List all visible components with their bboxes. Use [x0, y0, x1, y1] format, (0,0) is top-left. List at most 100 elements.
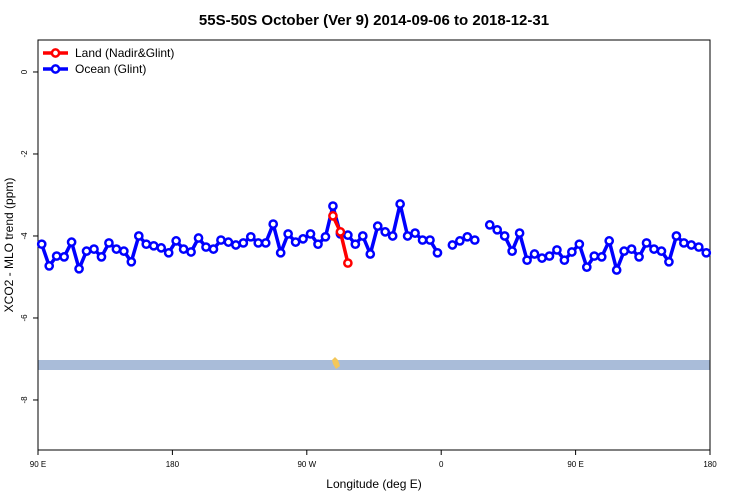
- data-point: [133, 231, 144, 241]
- legend-label: Ocean (Glint): [75, 62, 146, 76]
- x-tick-label: 90 E: [567, 460, 583, 469]
- data-point: [469, 235, 480, 245]
- data-point: [596, 252, 607, 262]
- y-axis-label: XCO2 - MLO trend (ppm): [2, 178, 16, 313]
- data-point: [320, 231, 331, 242]
- data-point: [395, 199, 405, 209]
- data-point: [567, 247, 577, 257]
- data-point: [305, 229, 316, 239]
- data-point: [245, 231, 256, 242]
- data-point: [581, 262, 592, 272]
- data-point: [201, 242, 211, 252]
- data-point: [619, 246, 629, 256]
- data-point: [313, 239, 323, 250]
- data-point: [425, 235, 435, 245]
- data-point: [81, 246, 92, 256]
- data-point: [537, 253, 547, 263]
- data-point: [701, 247, 712, 258]
- legend-label: Land (Nadir&Glint): [75, 46, 174, 60]
- data-point: [275, 247, 286, 258]
- data-point: [492, 224, 503, 235]
- data-point: [656, 246, 667, 256]
- y-tick-label: -4: [20, 232, 29, 240]
- data-point: [290, 237, 301, 247]
- data-point: [664, 256, 674, 267]
- data-point: [679, 238, 689, 248]
- data-point: [74, 263, 84, 274]
- data-point: [119, 246, 129, 256]
- data-point: [365, 249, 376, 259]
- y-tick-label: -6: [20, 314, 29, 322]
- chart-title: 55S-50S October (Ver 9) 2014-09-06 to 20…: [199, 12, 549, 29]
- data-point: [574, 239, 585, 250]
- data-point: [126, 256, 137, 267]
- data-point: [231, 240, 241, 250]
- data-point: [432, 247, 443, 258]
- data-point: [96, 252, 107, 262]
- data-point: [238, 238, 249, 248]
- data-point: [626, 244, 637, 254]
- data-point: [223, 237, 234, 247]
- x-tick-label: 0: [439, 460, 444, 469]
- data-point: [171, 236, 181, 246]
- data-point: [208, 244, 219, 254]
- data-point: [44, 261, 55, 271]
- data-point: [178, 244, 189, 254]
- data-point: [410, 228, 420, 238]
- data-point: [417, 235, 428, 245]
- data-point: [156, 243, 167, 253]
- data-point: [693, 242, 704, 252]
- data-point: [66, 237, 77, 247]
- data-point: [111, 244, 122, 254]
- data-point: [193, 233, 204, 243]
- data-point: [141, 239, 152, 250]
- data-point: [402, 231, 413, 241]
- data-point: [328, 211, 338, 221]
- y-tick-label: -2: [20, 150, 29, 158]
- data-point: [51, 251, 62, 261]
- x-tick-label: 180: [166, 460, 180, 469]
- data-point: [611, 265, 622, 275]
- data-point: [499, 231, 510, 241]
- data-point: [335, 227, 346, 237]
- data-point: [462, 231, 473, 242]
- surface-band: [38, 360, 710, 370]
- data-point: [148, 240, 159, 251]
- y-tick-label: -8: [20, 396, 29, 404]
- data-point: [343, 258, 353, 268]
- data-point: [634, 252, 644, 262]
- data-point: [671, 231, 682, 241]
- data-point: [589, 251, 600, 261]
- data-point: [357, 231, 368, 241]
- data-point: [163, 247, 174, 258]
- data-point: [89, 244, 99, 254]
- data-point: [298, 234, 308, 244]
- data-point: [59, 252, 69, 262]
- data-point: [387, 231, 398, 241]
- data-point: [604, 236, 615, 246]
- data-point: [559, 255, 570, 266]
- data-point: [372, 221, 383, 231]
- land-patch: [332, 357, 340, 369]
- data-point: [507, 246, 517, 256]
- data-point: [36, 239, 47, 250]
- data-point: [447, 240, 458, 250]
- x-tick-label: 180: [703, 460, 717, 469]
- data-point: [328, 201, 338, 211]
- data-point: [343, 230, 353, 241]
- legend-marker: [50, 48, 61, 58]
- data-point: [268, 219, 279, 229]
- legend-marker: [50, 64, 61, 74]
- data-point: [649, 244, 659, 254]
- data-point: [104, 238, 114, 248]
- data-point: [522, 255, 532, 266]
- plot-content: 90 E 180 90 W 0 90 E 180 0 -2 -4 -6 -8 Land (Nadir&…: [20, 46, 717, 469]
- data-point: [529, 249, 540, 259]
- x-tick-label: 90 W: [297, 460, 316, 469]
- data-point: [544, 251, 555, 261]
- data-point: [260, 238, 271, 248]
- data-point: [552, 245, 562, 255]
- data-point: [283, 229, 293, 239]
- x-tick-label: 90 E: [30, 460, 46, 469]
